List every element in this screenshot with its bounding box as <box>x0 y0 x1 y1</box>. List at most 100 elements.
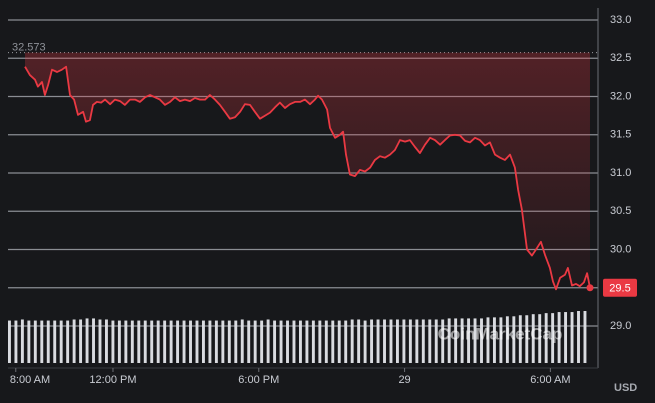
volume-bar <box>292 320 296 363</box>
volume-bar <box>518 315 522 363</box>
volume-bar <box>467 318 471 363</box>
y-tick-label: 31.0 <box>610 167 631 179</box>
y-tick-label: 30.5 <box>610 205 631 217</box>
volume-bar <box>143 320 147 363</box>
volume-bar <box>311 320 315 363</box>
volume-bar <box>234 320 238 363</box>
volume-bar <box>20 319 24 363</box>
currency-label: USD <box>614 382 637 394</box>
volume-bar <box>531 314 535 363</box>
volume-bar <box>370 319 374 363</box>
price-tag <box>603 278 637 297</box>
y-tick-label: 33.0 <box>610 14 631 26</box>
volume-bar <box>85 318 89 363</box>
volume-bar <box>46 320 50 363</box>
volume-bar <box>383 319 386 363</box>
volume-bar <box>337 320 341 363</box>
y-tick-label: 32.0 <box>610 90 631 102</box>
volume-bar <box>331 320 335 363</box>
volume-bar <box>583 311 587 363</box>
volume-bar <box>512 316 516 363</box>
volume-bar <box>117 320 121 363</box>
line-layer <box>24 65 594 292</box>
volume-bar <box>538 314 542 363</box>
volume-bar <box>421 319 425 363</box>
volume-bar <box>53 320 57 363</box>
volume-bar <box>221 320 225 363</box>
volume-bar <box>150 320 154 363</box>
volume-bar <box>182 320 186 363</box>
watermark: CoinMarketCap <box>438 324 563 343</box>
price-line <box>24 65 591 291</box>
volume-bar <box>124 320 128 363</box>
volume-bar <box>492 317 496 363</box>
volume-bar <box>376 319 380 363</box>
volume-bar <box>98 319 102 363</box>
volume-bar <box>318 320 322 363</box>
volume-bar <box>441 319 445 363</box>
volume-bar <box>286 320 289 363</box>
volume-bar <box>189 320 192 363</box>
y-tick-label: 29.0 <box>610 320 631 332</box>
volume-bar <box>505 316 509 363</box>
volume-bar <box>227 320 231 363</box>
volume-bar <box>344 320 348 363</box>
volume-bar <box>402 319 406 363</box>
volume-bar <box>460 318 464 363</box>
label-layer: 29.0 29.5 30.0 30.5 31.0 31.5 32.0 32.5 33.0 8:00… <box>10 14 637 386</box>
area-layer <box>25 52 590 290</box>
last-point <box>586 284 594 292</box>
volume-bar <box>260 320 264 363</box>
volume-bar <box>104 319 108 363</box>
volume-bar <box>273 320 277 363</box>
area-fill <box>25 52 590 290</box>
volume-bar <box>92 318 95 363</box>
volume-bar <box>577 311 580 363</box>
volume-bar <box>480 318 483 363</box>
volume-bar <box>156 320 160 363</box>
reference-label: 32.573 <box>12 42 46 54</box>
volume-bar <box>544 313 548 363</box>
volume-bar <box>266 319 270 363</box>
volume-bar <box>428 319 432 363</box>
volume-bar <box>66 320 70 363</box>
volume-bar <box>72 319 76 363</box>
y-tick-label: 30.0 <box>610 243 631 255</box>
volume-bar <box>525 315 529 363</box>
x-tick-label: 29 <box>398 374 410 386</box>
x-tick-label: 12:00 PM <box>89 374 136 386</box>
volume-bar <box>27 320 31 363</box>
volume-bar <box>454 318 458 363</box>
x-tick-label: 6:00 PM <box>238 374 279 386</box>
volume-bar <box>130 320 134 363</box>
volume-bar <box>395 319 399 363</box>
volume-bar <box>350 319 354 363</box>
y-tick-label: 31.5 <box>610 129 631 141</box>
volume-bar <box>279 320 283 363</box>
volume-bar <box>389 319 393 363</box>
volume-bar <box>8 320 11 363</box>
volume-bar <box>214 320 218 363</box>
volume-bar <box>33 320 37 363</box>
volume-bar <box>499 317 503 363</box>
volume-bar <box>486 317 490 363</box>
volume-bar <box>247 320 251 363</box>
volume-bar <box>564 312 568 363</box>
volume-bar <box>176 320 180 363</box>
y-tick-label: 32.5 <box>610 52 631 64</box>
volume-bar <box>208 320 212 363</box>
volume-bar <box>357 319 361 363</box>
volume-bar <box>137 320 141 363</box>
volume-bar <box>79 319 83 363</box>
volume-bar <box>324 320 328 363</box>
volume-bar <box>570 312 574 363</box>
volume-bar <box>447 318 451 363</box>
price-tag-label: 29.5 <box>609 283 630 295</box>
volume-layer <box>8 311 587 363</box>
volume-bar <box>408 319 412 363</box>
volume-bar <box>111 320 115 363</box>
volume-bar <box>59 320 63 363</box>
volume-bar <box>240 319 244 363</box>
volume-bar <box>434 319 438 363</box>
